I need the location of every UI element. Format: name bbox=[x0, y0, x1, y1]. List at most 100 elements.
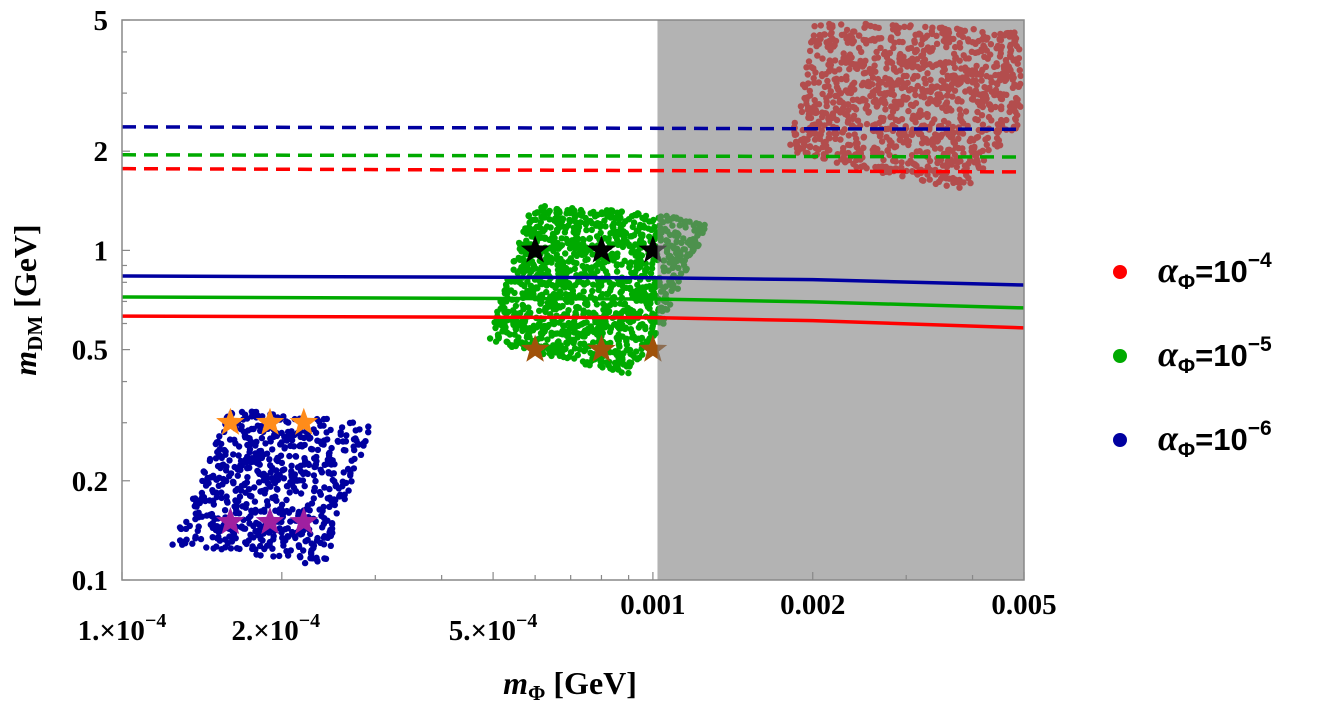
scatter-point bbox=[530, 322, 537, 329]
scatter-point bbox=[552, 330, 559, 337]
scatter-point bbox=[588, 226, 595, 234]
scatter-point bbox=[536, 307, 543, 314]
scatter-point bbox=[574, 351, 581, 359]
scatter-point bbox=[249, 543, 256, 550]
scatter-point bbox=[598, 209, 605, 216]
scatter-point bbox=[328, 521, 336, 528]
scatter-point bbox=[544, 336, 551, 343]
scatter-point bbox=[209, 520, 216, 527]
scatter-point bbox=[334, 437, 341, 445]
scatter-point bbox=[235, 443, 243, 450]
scatter-point bbox=[274, 454, 281, 462]
scatter-point bbox=[289, 528, 296, 536]
scatter-point bbox=[257, 535, 264, 542]
x-tick-label: 5.×10−4 bbox=[449, 610, 538, 647]
scatter-point bbox=[284, 552, 292, 559]
scatter-point bbox=[314, 446, 322, 454]
scatter-point bbox=[510, 266, 517, 273]
scatter-point bbox=[354, 440, 362, 447]
scatter-point bbox=[331, 501, 338, 509]
x-tick-label: 0.002 bbox=[780, 589, 845, 621]
scatter-point bbox=[571, 207, 578, 214]
scatter-point bbox=[343, 432, 350, 439]
scatter-point bbox=[248, 408, 255, 415]
scatter-point bbox=[566, 218, 574, 225]
scatter-point bbox=[582, 246, 589, 253]
star-marker bbox=[520, 235, 550, 263]
scatter-point bbox=[270, 532, 277, 540]
scatter-point bbox=[276, 525, 283, 532]
scatter-point bbox=[626, 346, 634, 354]
scatter-point bbox=[192, 495, 199, 502]
x-tick-label-mantissa: 0.005 bbox=[991, 589, 1056, 621]
scatter-point bbox=[283, 496, 290, 504]
scatter-point bbox=[572, 282, 579, 289]
scatter-point bbox=[346, 419, 354, 427]
x-tick-label: 0.001 bbox=[620, 589, 685, 621]
x-tick-label-mantissa: 5.×10 bbox=[449, 615, 516, 647]
scatter-point bbox=[562, 291, 569, 298]
scatter-point bbox=[233, 545, 241, 552]
scatter-point bbox=[501, 326, 508, 333]
legend-value: =10 bbox=[1195, 254, 1248, 289]
scatter-point bbox=[529, 266, 536, 273]
scatter-point bbox=[606, 287, 614, 294]
scatter-point bbox=[518, 248, 525, 255]
scatter-point bbox=[240, 428, 248, 435]
x-axis-label: mΦ [GeV] bbox=[503, 665, 637, 705]
scatter-point bbox=[253, 438, 260, 445]
scatter-point bbox=[629, 352, 636, 359]
scatter-point bbox=[216, 433, 223, 440]
scatter-point bbox=[502, 287, 509, 294]
scatter-point bbox=[292, 453, 299, 460]
scatter-point bbox=[516, 309, 524, 317]
scatter-point bbox=[223, 493, 230, 500]
scatter-point bbox=[237, 457, 245, 465]
scatter-point bbox=[541, 208, 548, 215]
scatter-point bbox=[626, 309, 633, 316]
scatter-point bbox=[593, 301, 601, 308]
scatter-point bbox=[282, 526, 289, 533]
scatter-point bbox=[278, 501, 286, 508]
scatter-point bbox=[554, 344, 561, 351]
scatter-point bbox=[620, 301, 627, 308]
scatter-point bbox=[218, 454, 225, 461]
scatter-point bbox=[351, 446, 358, 454]
legend: αΦ=10−4αΦ=10−5αΦ=10−6 bbox=[1113, 249, 1272, 462]
scatter-point bbox=[273, 485, 281, 493]
scatter-point bbox=[604, 213, 611, 220]
scatter-point bbox=[234, 485, 241, 493]
scatter-point bbox=[628, 249, 635, 256]
scatter-point bbox=[302, 538, 309, 545]
scatter-point bbox=[519, 301, 526, 309]
scatter-point bbox=[553, 209, 560, 217]
scatter-point bbox=[646, 233, 653, 240]
scatter-point bbox=[342, 438, 350, 445]
scatter-point bbox=[286, 489, 293, 496]
scatter-point bbox=[308, 550, 315, 558]
scatter-point bbox=[270, 433, 277, 441]
y-tick-label: 0.1 bbox=[72, 565, 108, 597]
legend-marker bbox=[1113, 349, 1127, 363]
x-tick-label: 2.×10−4 bbox=[231, 610, 320, 647]
scatter-point bbox=[614, 261, 621, 268]
scatter-point bbox=[510, 258, 517, 265]
scatter-point bbox=[297, 433, 304, 441]
scatter-point bbox=[607, 339, 614, 347]
scatter-point bbox=[625, 369, 632, 377]
scatter-point bbox=[233, 506, 240, 513]
scatter-point bbox=[290, 484, 298, 491]
scatter-point bbox=[218, 546, 225, 553]
scatter-point bbox=[581, 346, 589, 353]
scatter-point bbox=[310, 472, 318, 479]
scatter-point bbox=[635, 261, 642, 268]
scatter-point bbox=[522, 227, 529, 235]
scatter-point bbox=[618, 288, 625, 295]
scatter-point bbox=[319, 524, 326, 531]
scatter-point bbox=[519, 325, 526, 332]
scatter-point bbox=[333, 510, 340, 517]
scatter-point bbox=[541, 214, 548, 221]
scatter-point bbox=[322, 555, 330, 562]
scatter-point bbox=[647, 329, 655, 337]
scatter-point bbox=[580, 288, 587, 295]
